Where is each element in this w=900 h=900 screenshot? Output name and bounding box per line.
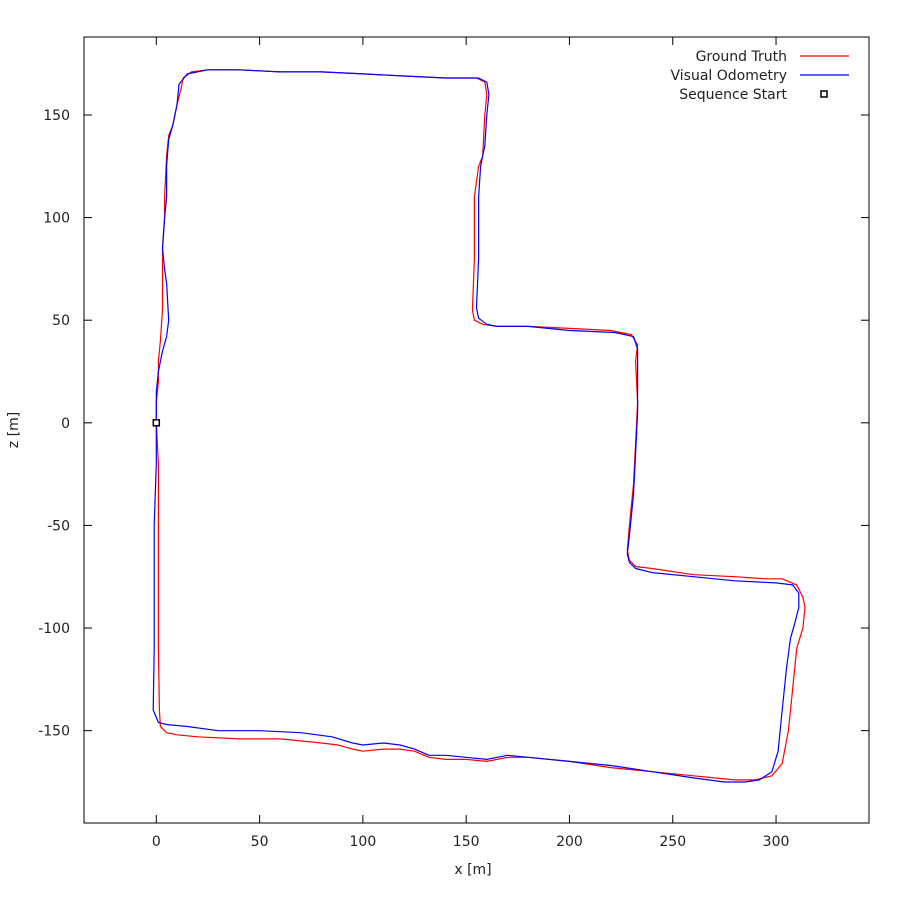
plot-frame [83,36,870,824]
data-series [152,69,806,783]
y-tick-label: -100 [38,621,70,637]
y-axis-label: z [m] [6,412,22,448]
axis-ticks: 0 50 100 150 200 250 300 -150 -100 -50 0 50 100 150 [38,37,869,850]
x-axis-label: x [m] [454,862,491,878]
x-tick-label: 50 [251,834,269,850]
y-tick-label: -50 [47,518,70,534]
legend-label: Sequence Start [679,87,787,103]
legend: Ground Truth Visual Odometry Sequence Star… [671,49,849,103]
y-tick-label: -150 [38,724,70,740]
series-line-visual-odometry [152,69,800,783]
legend-label: Ground Truth [696,49,787,65]
y-tick-label: 100 [43,211,70,227]
sequence-start-marker [152,419,161,427]
x-tick-label: 300 [763,834,790,850]
y-tick-label: 0 [61,416,70,432]
x-tick-label: 0 [152,834,161,850]
legend-marker-swatch [820,90,828,98]
y-tick-label: 150 [43,108,70,124]
x-tick-label: 250 [659,834,686,850]
data-markers [152,419,161,427]
legend-label: Visual Odometry [671,68,788,84]
x-tick-label: 100 [350,834,377,850]
x-tick-label: 150 [453,834,480,850]
x-tick-label: 200 [556,834,583,850]
y-tick-label: 50 [52,313,70,329]
